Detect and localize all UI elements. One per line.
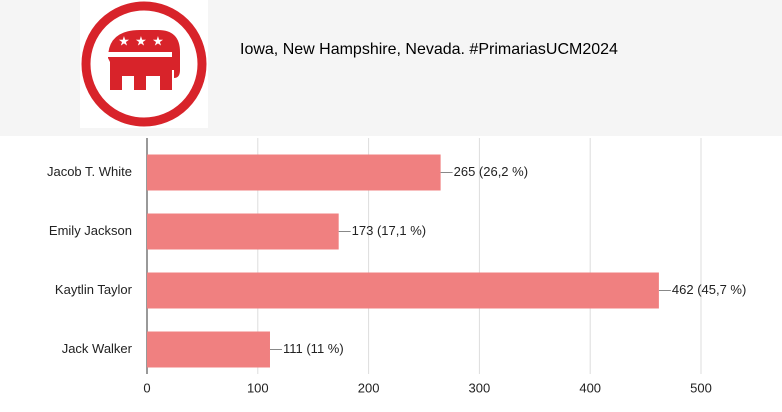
bar [147,331,270,368]
value-label: 173 (17,1 %) [352,223,426,238]
value-label: 111 (11 %) [283,341,344,356]
svg-text:★: ★ [152,33,164,48]
value-label: 265 (26,2 %) [454,164,528,179]
x-tick-label: 100 [247,380,269,395]
svg-text:★: ★ [118,33,130,48]
bar [147,272,659,309]
x-tick-label: 300 [469,380,491,395]
chart-title: Iowa, New Hampshire, Nevada. #PrimariasU… [240,41,618,58]
bar [147,154,441,191]
y-tick-label: Kaytlin Taylor [55,282,133,297]
svg-text:★: ★ [135,33,147,48]
logo: ★ ★ ★ [80,0,208,128]
y-tick-label: Jacob T. White [47,164,132,179]
y-tick-label: Emily Jackson [49,223,132,238]
x-tick-label: 0 [143,380,150,395]
y-tick-label: Jack Walker [62,341,133,356]
x-tick-label: 400 [579,380,601,395]
x-tick-label: 200 [358,380,380,395]
x-tick-label: 500 [690,380,712,395]
bar [147,213,339,250]
value-label: 462 (45,7 %) [672,282,746,297]
